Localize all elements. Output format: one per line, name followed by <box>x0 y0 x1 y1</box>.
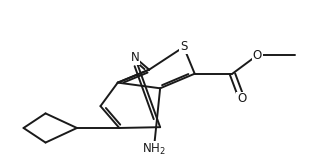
Text: N: N <box>131 51 139 64</box>
Text: S: S <box>180 40 187 53</box>
Text: NH$_2$: NH$_2$ <box>142 141 166 157</box>
Text: O: O <box>253 49 262 62</box>
Text: O: O <box>237 92 246 105</box>
